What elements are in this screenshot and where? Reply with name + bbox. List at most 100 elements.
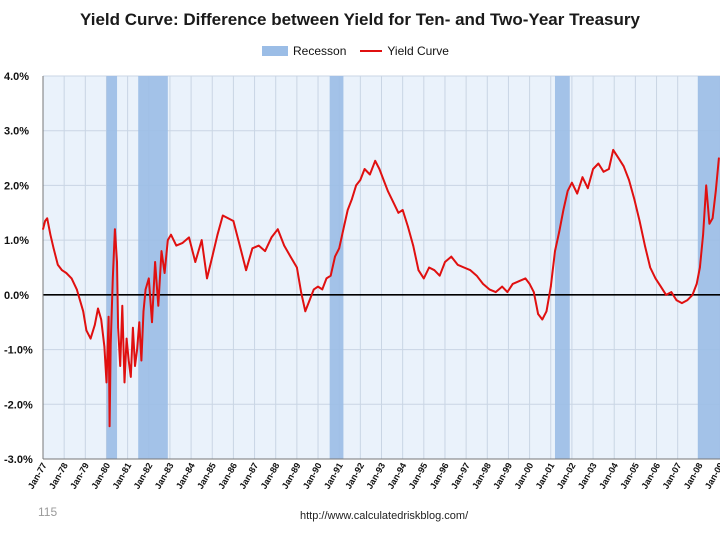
data-point: [456, 264, 459, 266]
data-point: [581, 176, 584, 178]
data-point: [134, 365, 136, 367]
x-tick-label: Jan-91: [322, 461, 345, 491]
data-point: [144, 288, 147, 291]
data-point: [702, 233, 704, 236]
data-point: [550, 285, 552, 288]
data-point: [181, 242, 184, 244]
data-point: [412, 244, 415, 247]
data-point: [188, 236, 190, 239]
x-tick-label: Jan-85: [195, 461, 218, 491]
data-point: [167, 239, 169, 241]
data-point: [608, 168, 610, 170]
data-point: [670, 291, 673, 293]
data-point: [363, 168, 366, 170]
data-point: [469, 269, 472, 272]
x-tick-label: Jan-99: [491, 461, 514, 491]
data-point: [140, 359, 143, 362]
data-point: [283, 244, 286, 247]
data-point: [136, 348, 138, 351]
y-tick-label: 3.0%: [4, 126, 29, 138]
data-point: [251, 247, 254, 250]
data-point: [222, 214, 224, 217]
data-point: [571, 181, 573, 184]
data-point: [175, 244, 178, 247]
data-point: [94, 324, 96, 326]
data-point: [194, 261, 197, 263]
data-point: [597, 162, 600, 165]
x-tick-label: Jan-83: [153, 461, 176, 491]
data-point: [681, 302, 683, 304]
x-tick-label: Jan-94: [385, 461, 408, 491]
x-tick-label: Jan-88: [259, 461, 282, 491]
data-point: [654, 277, 657, 280]
data-point: [157, 305, 160, 307]
data-point: [718, 157, 720, 159]
x-tick-label: Jan-02: [555, 461, 578, 491]
data-point: [537, 313, 539, 315]
data-point: [444, 261, 446, 263]
x-tick-label: Jan-09: [703, 461, 720, 491]
data-point: [57, 264, 59, 266]
data-point: [108, 425, 111, 428]
data-point: [277, 228, 279, 230]
data-point: [125, 337, 128, 340]
data-point: [518, 280, 520, 283]
data-point: [100, 318, 102, 321]
data-point: [105, 381, 108, 384]
y-tick-label: -3.0%: [4, 454, 33, 466]
data-point: [313, 288, 315, 291]
data-point: [369, 173, 371, 176]
y-tick-label: -1.0%: [4, 345, 33, 357]
data-point: [132, 326, 134, 329]
legend-label-yield-curve: Yield Curve: [387, 44, 449, 58]
data-point: [138, 321, 141, 324]
data-point: [65, 272, 68, 274]
data-point: [482, 283, 484, 285]
data-point: [423, 277, 425, 280]
data-point: [245, 269, 247, 272]
x-tick-label: Jan-78: [47, 461, 70, 491]
data-point: [617, 157, 620, 159]
x-tick-label: Jan-95: [407, 461, 430, 491]
data-point: [107, 315, 110, 318]
x-tick-label: Jan-00: [512, 461, 535, 491]
data-point: [602, 171, 605, 173]
data-point: [142, 310, 145, 313]
data-point: [296, 266, 298, 269]
data-point: [506, 291, 509, 293]
data-point: [633, 198, 636, 200]
data-point: [308, 299, 311, 302]
data-point: [82, 310, 84, 313]
data-point: [232, 220, 235, 222]
legend-label-recession: Recesson: [293, 44, 347, 58]
x-tick-label: Jan-03: [576, 461, 599, 491]
data-point: [304, 310, 307, 313]
data-point: [558, 231, 560, 233]
data-point: [675, 299, 678, 302]
data-point: [70, 277, 73, 280]
data-point: [699, 266, 701, 269]
x-tick-label: Jan-04: [597, 461, 620, 491]
recession-bar: [554, 76, 570, 459]
data-point: [378, 168, 381, 170]
data-point: [592, 168, 594, 170]
source-url: http://www.calculatedriskblog.com/: [300, 510, 469, 522]
data-point: [695, 283, 698, 285]
data-point: [239, 244, 241, 247]
data-point: [49, 233, 52, 236]
data-point: [160, 250, 163, 252]
data-point: [587, 187, 589, 189]
data-point: [321, 288, 324, 291]
data-point: [109, 343, 112, 345]
data-point: [46, 217, 48, 220]
data-point: [612, 149, 614, 151]
recession-bar: [697, 76, 720, 459]
data-point: [374, 160, 377, 162]
data-point: [417, 269, 420, 272]
y-tick-label: -2.0%: [4, 399, 33, 411]
data-point: [488, 288, 491, 291]
data-point: [382, 179, 385, 181]
data-point: [686, 299, 688, 302]
page-number: 115: [38, 505, 58, 519]
